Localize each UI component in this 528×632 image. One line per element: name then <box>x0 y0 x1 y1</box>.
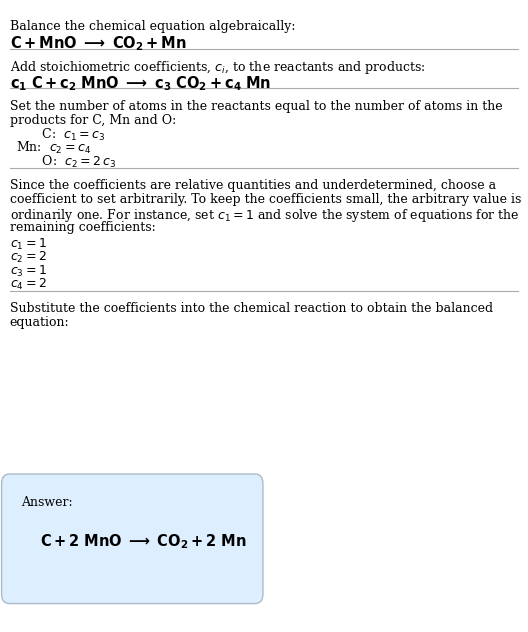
Text: $c_2 = 2$: $c_2 = 2$ <box>10 250 46 265</box>
Text: Set the number of atoms in the reactants equal to the number of atoms in the: Set the number of atoms in the reactants… <box>10 100 502 113</box>
Text: remaining coefficients:: remaining coefficients: <box>10 221 155 234</box>
Text: Balance the chemical equation algebraically:: Balance the chemical equation algebraica… <box>10 20 295 33</box>
Text: $\mathbf{C + 2\ MnO}$ $\mathbf{\longrightarrow}$ $\mathbf{CO_2 + 2\ Mn}$: $\mathbf{C + 2\ MnO}$ $\mathbf{\longrigh… <box>40 533 246 552</box>
Text: O:  $c_2 = 2\,c_3$: O: $c_2 = 2\,c_3$ <box>34 154 117 169</box>
Text: coefficient to set arbitrarily. To keep the coefficients small, the arbitrary va: coefficient to set arbitrarily. To keep … <box>10 193 521 207</box>
Text: Mn:  $c_2 = c_4$: Mn: $c_2 = c_4$ <box>16 140 91 156</box>
Text: $c_1 = 1$: $c_1 = 1$ <box>10 237 46 252</box>
Text: products for C, Mn and O:: products for C, Mn and O: <box>10 114 176 127</box>
Text: Answer:: Answer: <box>21 496 73 509</box>
Text: $c_4 = 2$: $c_4 = 2$ <box>10 277 46 292</box>
Text: $\mathbf{c_1}$ $\mathbf{C + c_2\ MnO}$ $\mathbf{\longrightarrow}$ $\mathbf{c_3\ : $\mathbf{c_1}$ $\mathbf{C + c_2\ MnO}$ $… <box>10 75 271 94</box>
Text: Substitute the coefficients into the chemical reaction to obtain the balanced: Substitute the coefficients into the che… <box>10 302 493 315</box>
Text: Add stoichiometric coefficients, $c_i$, to the reactants and products:: Add stoichiometric coefficients, $c_i$, … <box>10 59 425 76</box>
Text: ordinarily one. For instance, set $c_1 = 1$ and solve the system of equations fo: ordinarily one. For instance, set $c_1 =… <box>10 207 519 224</box>
Text: $\mathbf{C + MnO}$ $\mathbf{\longrightarrow}$ $\mathbf{CO_2 + Mn}$: $\mathbf{C + MnO}$ $\mathbf{\longrightar… <box>10 34 186 53</box>
Text: Since the coefficients are relative quantities and underdetermined, choose a: Since the coefficients are relative quan… <box>10 179 496 193</box>
Text: equation:: equation: <box>10 316 69 329</box>
Text: C:  $c_1 = c_3$: C: $c_1 = c_3$ <box>34 127 106 143</box>
FancyBboxPatch shape <box>2 474 263 604</box>
Text: $c_3 = 1$: $c_3 = 1$ <box>10 264 46 279</box>
